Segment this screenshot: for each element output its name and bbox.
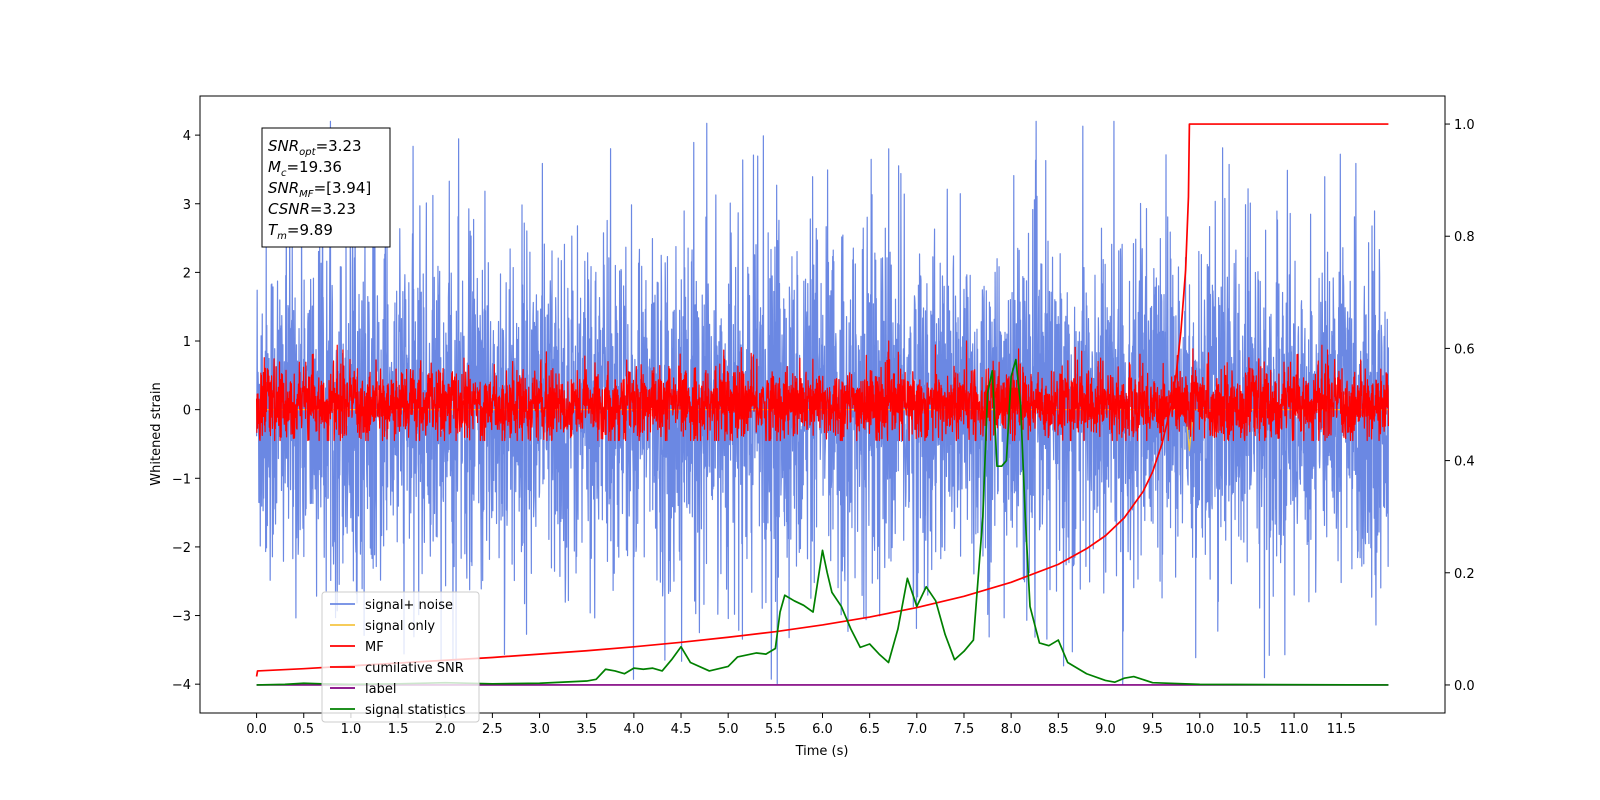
x-tick-label: 9.0: [1095, 722, 1116, 737]
x-tick-label: 5.5: [765, 722, 786, 737]
x-tick-label: 1.0: [341, 722, 362, 737]
legend-item: signal+ noise: [330, 598, 453, 613]
info-line: Mc=19.36: [268, 158, 342, 179]
y-tick-label: −4: [172, 678, 191, 693]
x-tick-label: 2.5: [482, 722, 503, 737]
x-tick-label: 3.0: [529, 722, 550, 737]
y-tick-label: 0: [183, 404, 191, 419]
series-signal-statistics: [256, 358, 1389, 686]
legend-label: signal statistics: [365, 703, 466, 718]
y2-tick-label: 0.8: [1454, 230, 1475, 245]
x-tick-label: 10.5: [1232, 722, 1261, 737]
x-tick-label: 11.0: [1280, 722, 1309, 737]
x-tick-label: 8.0: [1001, 722, 1022, 737]
y-tick-label: 4: [183, 129, 191, 144]
x-tick-label: 4.5: [671, 722, 692, 737]
info-line: CSNR=3.23: [268, 200, 356, 218]
y-axis-label: Whitened strain: [149, 382, 164, 485]
x-tick-label: 9.5: [1142, 722, 1163, 737]
y-tick-label: −3: [172, 610, 191, 625]
x-axis-label: Time (s): [795, 744, 849, 759]
legend-item: label: [330, 682, 396, 697]
legend-label: MF: [365, 640, 384, 655]
legend-frame: [321, 591, 480, 723]
x-tick-label: 11.5: [1327, 722, 1356, 737]
y2-tick-label: 1.0: [1454, 118, 1475, 133]
y-axis-right: 0.0 0.2 0.4 0.6 0.8 1.0: [1445, 118, 1475, 694]
y-tick-label: −1: [172, 472, 191, 487]
y-tick-label: 1: [183, 335, 191, 350]
x-tick-label: 6.5: [859, 722, 880, 737]
legend-item: MF: [330, 640, 384, 655]
y2-tick-label: 0.2: [1454, 567, 1475, 582]
legend-item: cumilative SNR: [330, 661, 464, 676]
x-tick-label: 3.5: [576, 722, 597, 737]
legend-label: signal only: [365, 619, 435, 634]
x-tick-label: 8.5: [1048, 722, 1069, 737]
x-tick-label: 1.5: [388, 722, 409, 737]
y-tick-label: −2: [172, 541, 191, 556]
x-tick-label: 2.0: [435, 722, 456, 737]
legend-item: signal only: [330, 619, 435, 634]
x-tick-label: 10.0: [1185, 722, 1214, 737]
y2-tick-label: 0.6: [1454, 342, 1475, 357]
info-box-frame: [261, 127, 391, 248]
x-tick-label: 4.0: [624, 722, 645, 737]
x-axis: 0.0 0.5 1.0 1.5 2.0 2.5 3.0 3.5 4.0 4.5 5.0 5.5 6.0 6…: [246, 713, 1356, 737]
x-tick-label: 0.0: [246, 722, 267, 737]
y-tick-label: 2: [183, 266, 191, 281]
info-line: SNRopt=3.23: [268, 137, 362, 158]
y-tick-label: 3: [183, 198, 191, 213]
x-tick-label: 7.5: [954, 722, 975, 737]
legend-label: signal+ noise: [365, 598, 453, 613]
info-box: SNRopt=3.23Mc=19.36SNRMF=[3.94]CSNR=3.23…: [261, 127, 391, 248]
x-tick-label: 7.0: [906, 722, 927, 737]
x-tick-label: 0.5: [293, 722, 314, 737]
legend-label: label: [365, 682, 396, 697]
legend-label: cumilative SNR: [365, 661, 464, 676]
y2-tick-label: 0.4: [1454, 455, 1475, 470]
x-tick-label: 5.0: [718, 722, 739, 737]
info-line: SNRMF=[3.94]: [268, 179, 371, 200]
legend: signal+ noise signal only MF cumilative SNR…: [321, 591, 480, 723]
series-mf: [255, 340, 1390, 442]
legend-item: signal statistics: [330, 703, 466, 718]
x-tick-label: 6.0: [812, 722, 833, 737]
y-axis-left: −4 −3 −2 −1 0 1 2 3 4: [172, 129, 200, 693]
y2-tick-label: 0.0: [1454, 679, 1475, 694]
info-line: Tm=9.89: [268, 221, 333, 242]
